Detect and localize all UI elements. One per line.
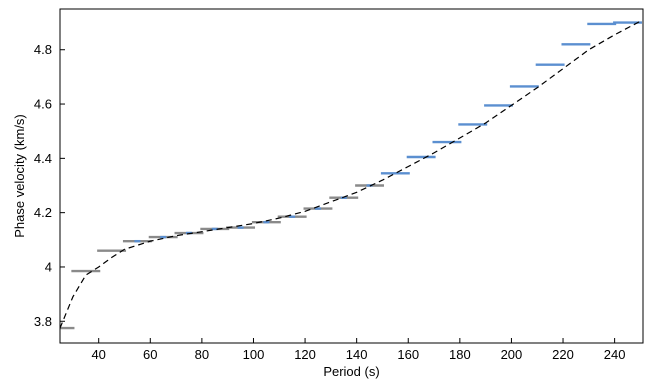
x-axis-label: Period (s): [323, 364, 379, 379]
axis-ticks: 40 60 80 100 120 140 160 180 200 220 240 3.8 4 4.2 4.4…: [34, 42, 626, 362]
x-tick-label: 100: [243, 347, 265, 362]
x-tick-label: 80: [195, 347, 209, 362]
y-tick-label: 4.2: [34, 205, 52, 220]
model-dispersion-curve: [60, 20, 641, 329]
y-axis-label: Phase velocity (km/s): [12, 114, 27, 238]
y-tick-label: 4: [45, 259, 52, 274]
plot-area: [60, 20, 642, 330]
x-tick-label: 180: [449, 347, 471, 362]
x-tick-label: 140: [346, 347, 368, 362]
x-tick-label: 60: [143, 347, 157, 362]
y-tick-label: 4.6: [34, 97, 52, 112]
y-tick-label: 3.8: [34, 314, 52, 329]
x-tick-label: 120: [294, 347, 316, 362]
x-tick-label: 220: [552, 347, 574, 362]
x-tick-label: 200: [501, 347, 523, 362]
plot-frame: [59, 8, 644, 344]
x-tick-label: 240: [604, 347, 626, 362]
x-tick-label: 160: [397, 347, 419, 362]
plot-marks: [60, 20, 642, 330]
y-tick-label: 4.4: [34, 151, 52, 166]
y-tick-label: 4.8: [34, 42, 52, 57]
x-tick-label: 40: [91, 347, 105, 362]
